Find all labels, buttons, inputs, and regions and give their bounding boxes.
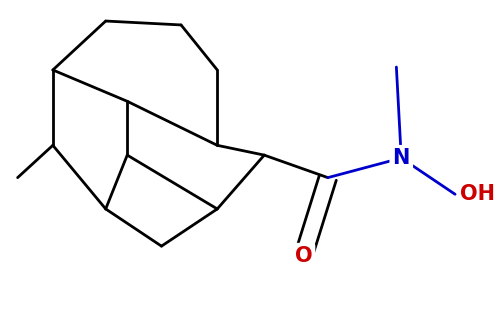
Text: O: O: [294, 246, 312, 266]
Text: N: N: [392, 148, 410, 168]
Text: OH: OH: [460, 184, 495, 204]
